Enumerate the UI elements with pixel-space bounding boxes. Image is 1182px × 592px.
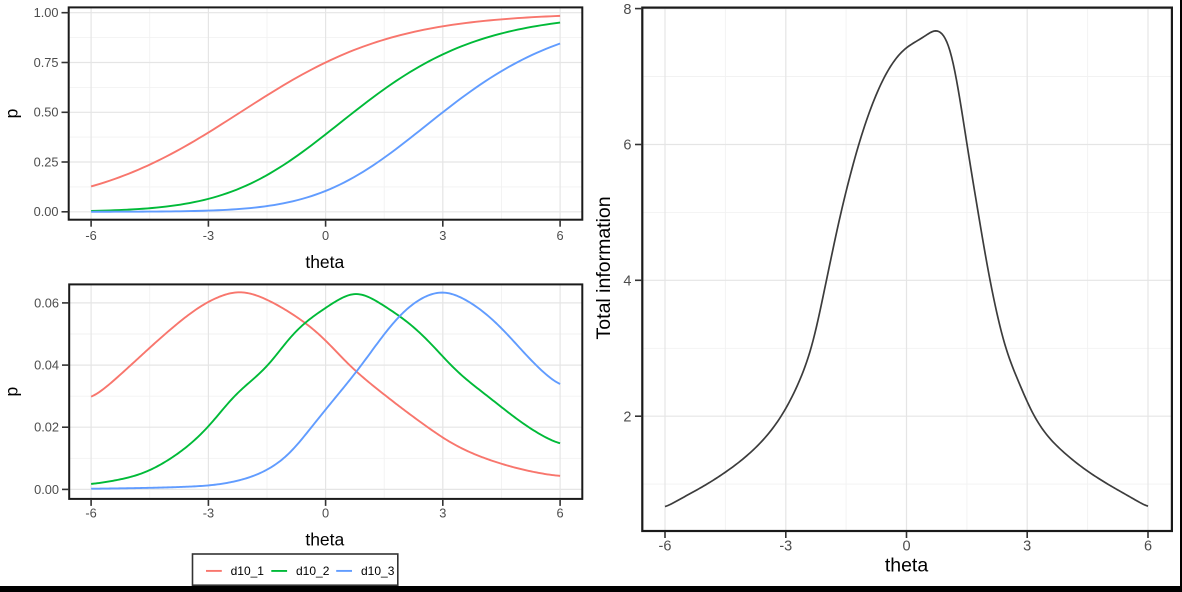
- svg-text:theta: theta: [885, 555, 929, 577]
- svg-text:-3: -3: [203, 228, 214, 243]
- svg-text:-6: -6: [659, 538, 672, 554]
- svg-text:-3: -3: [203, 506, 214, 521]
- svg-text:p: p: [2, 109, 22, 119]
- svg-text:theta: theta: [305, 252, 344, 272]
- svg-text:6: 6: [1144, 538, 1152, 554]
- svg-text:theta: theta: [305, 529, 344, 549]
- svg-text:0.00: 0.00: [34, 204, 59, 219]
- svg-text:0.00: 0.00: [34, 482, 59, 497]
- svg-text:3: 3: [439, 506, 446, 521]
- svg-text:Total information: Total information: [593, 196, 615, 339]
- svg-text:0.50: 0.50: [34, 105, 59, 120]
- svg-text:8: 8: [623, 2, 631, 18]
- svg-text:0.06: 0.06: [34, 295, 59, 310]
- svg-text:0.25: 0.25: [34, 154, 59, 169]
- svg-text:3: 3: [439, 228, 446, 243]
- svg-text:6: 6: [557, 228, 564, 243]
- svg-text:-3: -3: [779, 538, 792, 554]
- svg-text:0.02: 0.02: [34, 420, 59, 435]
- svg-text:3: 3: [1023, 538, 1031, 554]
- svg-text:0: 0: [902, 538, 910, 554]
- svg-text:0.04: 0.04: [34, 358, 59, 373]
- svg-text:d10_1: d10_1: [231, 564, 265, 578]
- svg-text:-6: -6: [85, 506, 96, 521]
- svg-text:0.75: 0.75: [34, 55, 59, 70]
- svg-text:4: 4: [623, 274, 631, 290]
- svg-text:d10_2: d10_2: [296, 564, 330, 578]
- svg-text:0: 0: [322, 228, 329, 243]
- svg-text:2: 2: [623, 409, 631, 425]
- svg-text:d10_3: d10_3: [361, 564, 395, 578]
- svg-text:-6: -6: [85, 228, 96, 243]
- svg-text:p: p: [2, 387, 22, 397]
- svg-text:6: 6: [623, 138, 631, 154]
- svg-text:0: 0: [322, 506, 329, 521]
- svg-text:1.00: 1.00: [34, 5, 59, 20]
- svg-text:6: 6: [557, 506, 564, 521]
